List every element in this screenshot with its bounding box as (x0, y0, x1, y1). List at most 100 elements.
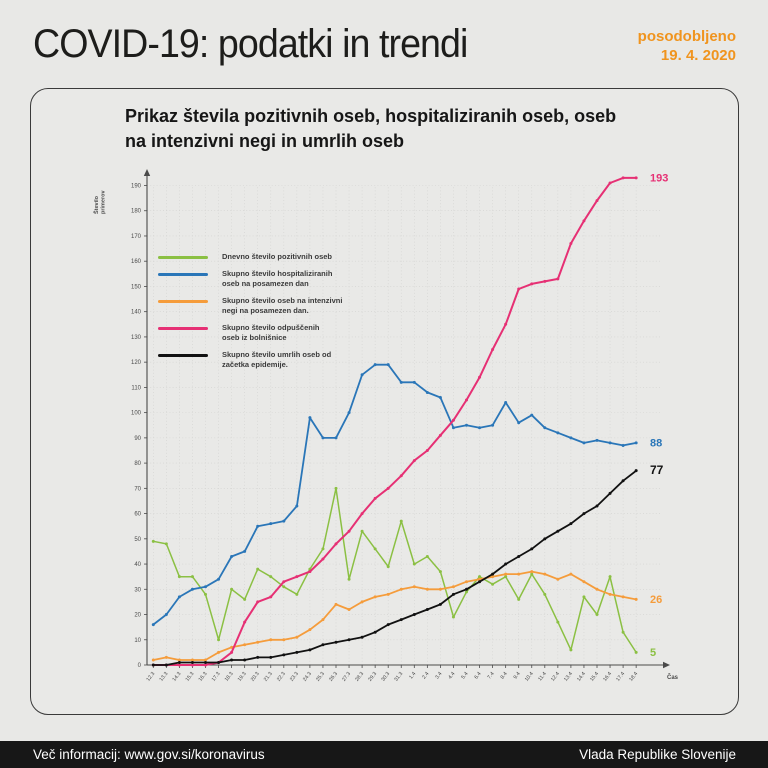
hospitalized-point (634, 441, 638, 445)
y-tick-label: 160 (131, 259, 142, 265)
discharged-series: 193 (151, 172, 668, 667)
legend-item-deaths: Skupno število umrlih oseb od začetka ep… (158, 350, 358, 370)
hospitalized-point (412, 380, 416, 384)
deaths-point (621, 479, 625, 483)
hospitalized-point (543, 426, 547, 430)
x-tick-label: 16.4 (602, 671, 613, 683)
hospitalized-point (373, 363, 377, 367)
x-tick-label: 20.3 (250, 671, 261, 683)
icu-point (217, 650, 221, 654)
positives-point (151, 539, 155, 543)
hospitalized-point (438, 395, 442, 399)
deaths-line (152, 469, 638, 666)
positives-point (569, 648, 573, 652)
hospitalized-line (152, 363, 638, 626)
icu-point (360, 600, 364, 604)
icu-point (282, 638, 286, 642)
icu-point (517, 572, 521, 576)
x-tick-label: 9.4 (513, 671, 522, 680)
discharged-point (295, 575, 299, 579)
positives-line (152, 487, 637, 654)
positives-point (269, 575, 273, 579)
positives-point (190, 575, 194, 579)
x-tick-label: 14.3 (172, 671, 183, 683)
discharged-point (399, 474, 403, 478)
deaths-point (295, 650, 299, 654)
footer-government-name: Vlada Republike Slovenije (579, 747, 736, 762)
x-axis-title: Čas (667, 674, 679, 681)
icu-point (151, 658, 155, 662)
positives-point (478, 575, 482, 579)
y-tick-label: 50 (134, 537, 141, 543)
legend-label-hospitalized: Skupno število hospitaliziranih oseb na … (222, 269, 333, 288)
hospitalized-point (334, 436, 338, 440)
deaths-point (282, 653, 286, 657)
hospitalized-point (608, 441, 612, 445)
legend-label-discharged: Skupno število odpuščenih oseb iz bolniš… (222, 323, 320, 342)
deaths-point (491, 572, 495, 576)
discharged-point (491, 348, 495, 352)
positives-point (608, 575, 612, 579)
icu-point (582, 580, 586, 584)
x-axis-arrow (663, 661, 670, 669)
deaths-point (230, 658, 234, 662)
deaths-point (177, 660, 181, 664)
y-tick-label: 10 (134, 638, 141, 644)
grid-lines (147, 185, 660, 665)
icu-point (177, 658, 181, 662)
icu-point (621, 595, 625, 599)
icu-point (164, 655, 168, 659)
x-tick-label: 22.3 (276, 671, 287, 683)
hospitalized-point (321, 436, 325, 440)
footer-info-url: Več informacij: www.gov.si/koronavirus (33, 747, 265, 762)
chart-card (30, 88, 739, 715)
deaths-point (530, 547, 534, 551)
positives-point (230, 587, 234, 591)
icu-point (543, 572, 547, 576)
y-tick-label: 30 (134, 587, 141, 593)
chart-legend: Dnevno število pozitivnih oseb Skupno šte… (158, 252, 358, 377)
deaths-point (517, 554, 521, 558)
positives-point (438, 570, 442, 574)
discharged-point (360, 512, 364, 516)
discharged-point (608, 181, 612, 185)
legend-label-positives: Dnevno število pozitivnih oseb (222, 252, 333, 261)
icu-point (465, 580, 468, 584)
deaths-point (334, 640, 338, 644)
hospitalized-point (308, 416, 312, 420)
legend-item-hospitalized: Skupno število hospitaliziranih oseb na … (158, 269, 358, 289)
hospitalized-end-label: 88 (650, 437, 662, 449)
legend-label-icu: Skupno število oseb na intenzivni negi n… (222, 296, 343, 315)
legend-swatch-hospitalized (158, 273, 208, 276)
discharged-point (269, 595, 273, 599)
positives-end-label: 5 (650, 647, 656, 659)
x-tick-label: 16.3 (198, 671, 209, 683)
discharged-point (517, 287, 521, 291)
hospitalized-series: 88 (151, 363, 662, 627)
positives-point (517, 597, 521, 601)
icu-point (373, 595, 377, 599)
hospitalized-point (491, 423, 495, 427)
updated-label: posodobljeno (637, 28, 736, 45)
y-axis-arrow (143, 169, 151, 176)
deaths-point (256, 655, 260, 659)
x-tick-label: 15.3 (185, 671, 196, 683)
x-tick-label: 12.4 (550, 671, 561, 683)
icu-point (321, 618, 325, 622)
chart-title: Prikaz števila pozitivnih oseb, hospital… (125, 106, 617, 151)
discharged-point (243, 620, 247, 624)
x-tick-label: 11.4 (537, 671, 548, 682)
positives-point (177, 575, 181, 579)
icu-line (152, 570, 638, 661)
positives-point (386, 565, 390, 569)
positives-point (595, 613, 599, 617)
icu-point (256, 640, 260, 644)
deaths-point (360, 635, 364, 639)
page-title: COVID-19: podatki in trendi (33, 22, 468, 66)
x-tick-label: 13.4 (563, 671, 574, 683)
y-tick-label: 140 (131, 310, 142, 316)
icu-point (491, 575, 495, 579)
icu-point (608, 592, 612, 596)
x-tick-label: 25.3 (315, 671, 326, 683)
deaths-point (608, 491, 612, 495)
